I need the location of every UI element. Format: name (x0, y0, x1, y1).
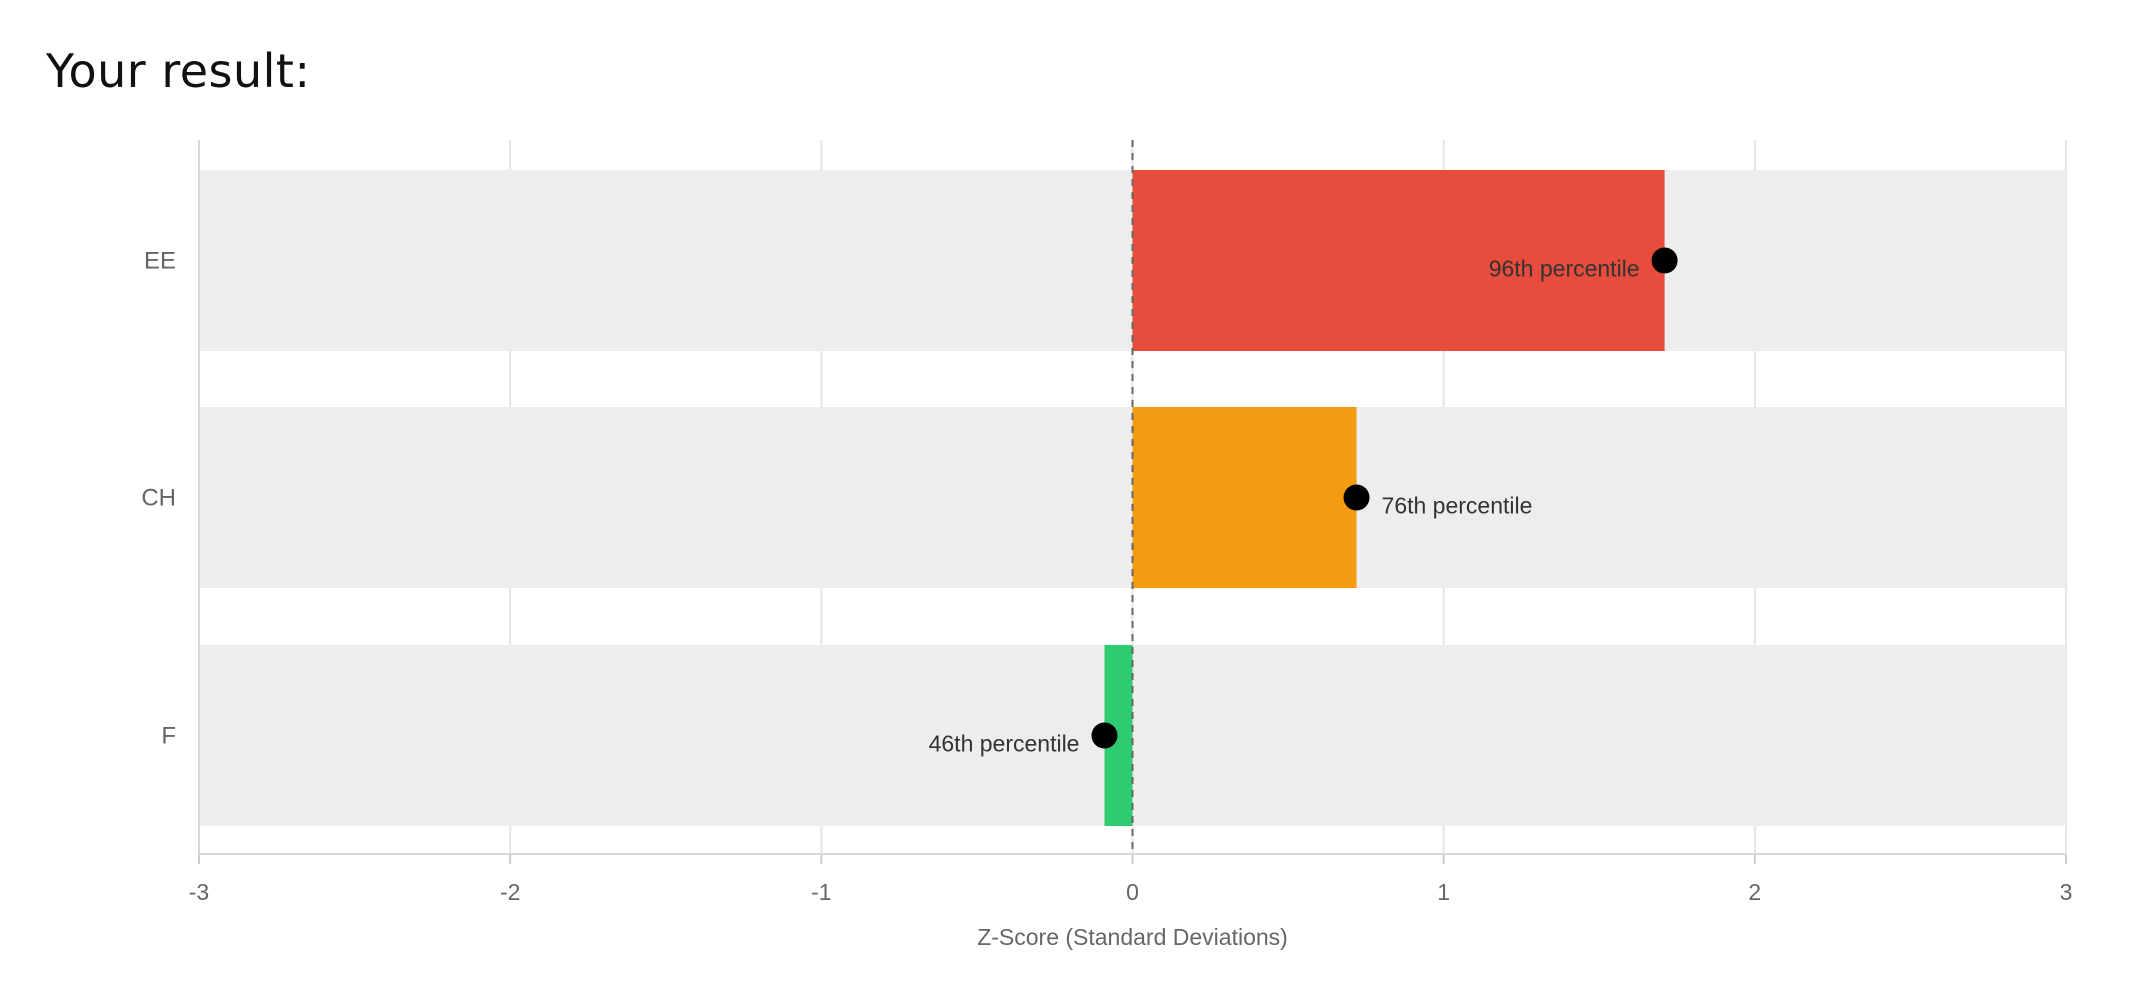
category-label-ee: EE (144, 248, 176, 275)
point-ch (1343, 484, 1370, 511)
x-axis-title: Z-Score (Standard Deviations) (977, 924, 1288, 950)
point-f (1091, 722, 1118, 749)
x-tick-label: 1 (1437, 879, 1450, 905)
percentile-label-ch: 76th percentile (1382, 493, 1533, 519)
labels: EE 96th percentile CH 76th percentile F 46th … (141, 248, 1639, 757)
percentile-label-ee: 96th percentile (1489, 256, 1640, 282)
x-tick-label: 3 (2060, 879, 2073, 905)
percentile-label-f: 46th percentile (929, 731, 1080, 757)
axes: -3 -2 -1 0 1 2 3 Z-Score (Standard Deviations) (189, 140, 2073, 950)
x-tick-label: -2 (500, 879, 520, 905)
x-tick-label: 0 (1126, 879, 1139, 905)
category-label-ch: CH (141, 485, 176, 512)
category-label-f: F (161, 723, 176, 750)
bars (1104, 170, 1665, 826)
bar-ch (1132, 407, 1357, 588)
x-tick-label: -3 (189, 879, 209, 905)
x-tick-label: 2 (1748, 879, 1761, 905)
page-title: Your result: (46, 44, 311, 98)
point-ee (1651, 247, 1678, 274)
points (1091, 247, 1678, 749)
x-tick-label: -1 (811, 879, 831, 905)
bar-ee (1132, 170, 1665, 351)
